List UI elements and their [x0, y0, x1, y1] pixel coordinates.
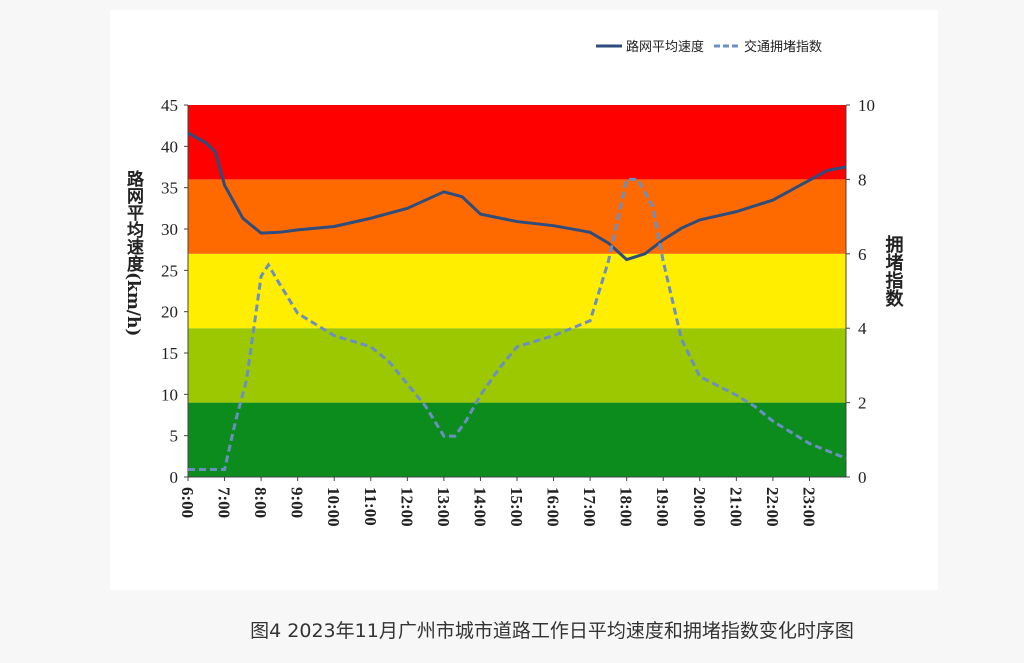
series-line	[188, 177, 847, 472]
x-tick-label: 7:00	[215, 487, 234, 518]
y-axis-title: 路网平均速度(km/h)	[123, 169, 144, 336]
band	[188, 253, 846, 329]
y2-tick-label: 6	[858, 245, 867, 264]
x-tick-label: 22:00	[763, 487, 782, 527]
legend-label: 交通拥堵指数	[744, 39, 822, 55]
x-tick-label: 19:00	[653, 487, 672, 527]
y-tick-label: 45	[161, 96, 178, 115]
x-tick-label: 16:00	[544, 487, 563, 527]
y-tick-label: 30	[161, 220, 178, 239]
x-tick-label: 17:00	[580, 487, 599, 527]
x-tick-label: 18:00	[617, 487, 636, 527]
y2-tick-label: 2	[858, 394, 867, 413]
x-tick-label: 12:00	[397, 487, 416, 527]
band	[188, 105, 846, 180]
y-tick-label: 35	[161, 179, 178, 198]
y2-axis-title: 拥堵指数	[883, 234, 904, 308]
x-tick-label: 20:00	[690, 487, 709, 527]
y-tick-label: 10	[161, 385, 178, 404]
y-tick-label: 25	[161, 261, 178, 280]
y2-tick-label: 8	[858, 170, 867, 189]
band	[188, 179, 846, 254]
y-tick-label: 40	[161, 137, 178, 156]
y-tick-label: 0	[170, 468, 179, 487]
caption: 图4 2023年11月广州市城市道路工作日平均速度和拥堵指数变化时序图	[250, 620, 854, 642]
x-tick-label: 9:00	[288, 487, 307, 518]
x-tick-label: 21:00	[726, 487, 745, 527]
x-tick-label: 14:00	[470, 487, 489, 527]
y2-tick-label: 4	[858, 319, 867, 338]
x-tick-label: 13:00	[434, 487, 453, 527]
x-tick-label: 6:00	[178, 487, 197, 518]
y-tick-label: 15	[161, 344, 178, 363]
x-tick-label: 10:00	[324, 487, 343, 527]
x-tick-label: 11:00	[361, 487, 380, 526]
legend-label: 路网平均速度	[626, 39, 704, 55]
y2-tick-label: 0	[858, 468, 867, 487]
y-tick-label: 20	[161, 303, 178, 322]
y-tick-label: 5	[170, 427, 179, 446]
x-tick-label: 23:00	[799, 487, 818, 527]
series-line	[187, 131, 847, 262]
x-tick-label: 15:00	[507, 487, 526, 527]
x-tick-label: 8:00	[251, 487, 270, 518]
band	[188, 402, 846, 477]
band	[188, 328, 846, 403]
y2-tick-label: 10	[858, 96, 875, 115]
